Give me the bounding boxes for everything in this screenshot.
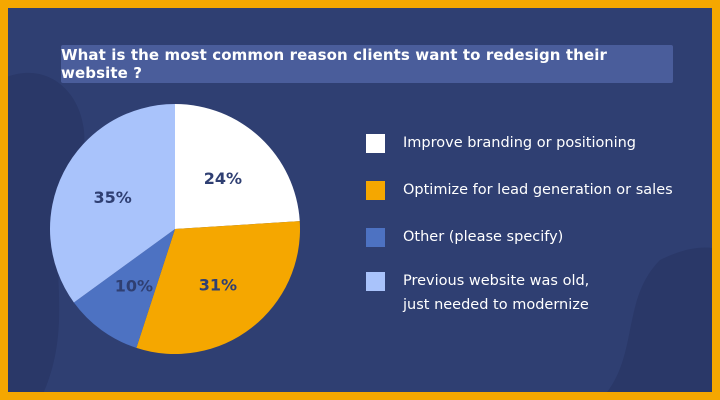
legend-label-3: Other (please specify) <box>403 229 564 245</box>
chart-title: What is the most common reason clients w… <box>61 46 607 82</box>
pie-slice-label-4: 35% <box>93 188 131 207</box>
pie-slice-label-1: 24% <box>204 169 242 188</box>
pie-slice-2 <box>136 221 300 354</box>
pie-slice-label-3: 10% <box>115 277 153 296</box>
legend-item-3: Other (please specify) <box>366 228 696 249</box>
pie-slice-label-2: 31% <box>199 275 237 294</box>
legend-swatch-2 <box>366 181 385 200</box>
legend-label-4: Previous website was old, just needed to … <box>403 273 590 313</box>
legend-swatch-3 <box>366 228 385 247</box>
chart-legend: Improve branding or positioning Optimize … <box>366 134 696 343</box>
legend-item-1: Improve branding or positioning <box>366 134 696 155</box>
pie-slice-1 <box>175 104 300 229</box>
pie-slice-3 <box>73 229 175 348</box>
legend-swatch-4 <box>366 272 385 291</box>
legend-swatch-1 <box>366 134 385 153</box>
legend-item-2: Optimize for lead generation or sales <box>366 181 696 202</box>
pie-slice-4 <box>49 104 175 303</box>
title-banner: What is the most common reason clients w… <box>61 45 673 83</box>
legend-label-1: Improve branding or positioning <box>403 135 637 151</box>
legend-label-2: Optimize for lead generation or sales <box>403 182 673 198</box>
legend-item-4: Previous website was old, just needed to … <box>366 272 696 317</box>
pie-chart: 24% 31% 10% 35% <box>49 104 300 354</box>
